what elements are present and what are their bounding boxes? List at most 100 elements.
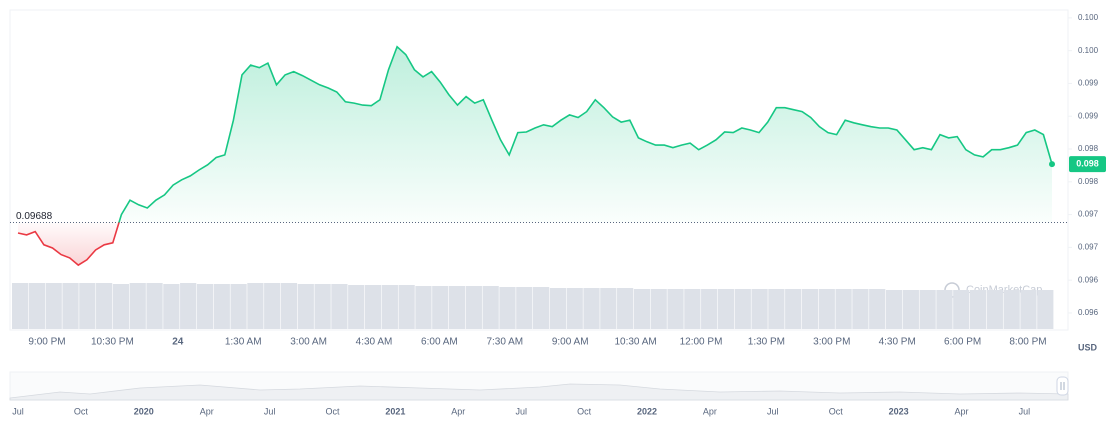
price-badge bbox=[1069, 156, 1106, 173]
navigator-label: Jul bbox=[264, 406, 276, 416]
navigator-label: Apr bbox=[703, 406, 717, 416]
volume-bar bbox=[280, 283, 298, 329]
navigator-label: Oct bbox=[74, 406, 89, 416]
volume-bar bbox=[936, 290, 953, 329]
volume-bar bbox=[885, 290, 903, 329]
volume-bar bbox=[919, 290, 936, 329]
navigator-label: Oct bbox=[829, 406, 844, 416]
volume-bar bbox=[902, 290, 919, 329]
volume-bar bbox=[112, 284, 130, 329]
y-tick-label: 0.100 bbox=[1078, 13, 1099, 22]
volume-bar bbox=[633, 289, 651, 329]
volume-bar bbox=[96, 283, 113, 329]
volume-bar bbox=[314, 284, 331, 329]
volume-bar bbox=[381, 285, 398, 329]
x-tick-label: 8:00 PM bbox=[1009, 337, 1046, 348]
volume-bar bbox=[533, 287, 550, 329]
volume-bar bbox=[364, 285, 382, 329]
y-tick-label: 0.098 bbox=[1078, 144, 1099, 153]
volume-bar bbox=[1020, 290, 1037, 329]
navigator-label: Apr bbox=[200, 406, 214, 416]
last-point bbox=[1049, 161, 1055, 168]
volume-bar bbox=[1003, 290, 1020, 329]
x-tick-label: 1:30 PM bbox=[748, 337, 785, 348]
navigator-label: Apr bbox=[451, 406, 465, 416]
volume-bar bbox=[516, 287, 533, 329]
volume-bar bbox=[499, 287, 516, 329]
navigator-label: Jul bbox=[12, 406, 24, 416]
navigator-label: Oct bbox=[577, 406, 592, 416]
y-tick-label: 0.096 bbox=[1078, 275, 1099, 284]
volume-bar bbox=[835, 289, 852, 329]
navigator-label: 2023 bbox=[889, 406, 909, 416]
volume-bar bbox=[549, 288, 567, 329]
volume-bar bbox=[953, 290, 970, 329]
volume-bar bbox=[684, 289, 701, 329]
navigator-handle[interactable] bbox=[1056, 376, 1069, 396]
volume-bar bbox=[415, 286, 432, 329]
volume-bar bbox=[213, 284, 230, 329]
volume-bar bbox=[348, 285, 365, 329]
volume-bar bbox=[1037, 290, 1054, 329]
y-tick-label: 0.100 bbox=[1078, 46, 1099, 55]
price-line bbox=[17, 45, 1053, 267]
plot-frame bbox=[9, 9, 1069, 331]
x-tick-label: 24 bbox=[172, 337, 184, 348]
volume-bar bbox=[969, 290, 987, 329]
x-tick-label: 4:30 PM bbox=[879, 337, 916, 348]
volume-bar bbox=[230, 284, 247, 329]
y-tick-label: 0.097 bbox=[1078, 242, 1099, 251]
reference-label: 0.09688 bbox=[16, 211, 53, 222]
volume-bar bbox=[129, 283, 146, 329]
x-tick-label: 6:00 AM bbox=[421, 337, 458, 348]
y-tick-label: 0.099 bbox=[1078, 111, 1099, 120]
navigator-label: Jul bbox=[1019, 406, 1031, 416]
volume-bar bbox=[146, 283, 163, 329]
y-tick-label: 0.096 bbox=[1078, 308, 1099, 317]
volume-bar bbox=[852, 289, 869, 329]
navigator-label: 2022 bbox=[637, 406, 657, 416]
volume-bar bbox=[600, 288, 617, 329]
volume-bar bbox=[45, 283, 62, 329]
volume-bar bbox=[768, 289, 785, 329]
x-tick-label: 12:00 PM bbox=[680, 337, 723, 348]
volume-bar bbox=[331, 284, 348, 329]
volume-bar bbox=[785, 289, 802, 329]
volume-bar bbox=[734, 289, 751, 329]
volume-bar bbox=[264, 283, 281, 329]
price-area bbox=[18, 46, 1052, 266]
navigator-label: Apr bbox=[954, 406, 968, 416]
volume-bar bbox=[297, 284, 314, 329]
volume-bar bbox=[448, 286, 466, 329]
volume-bar bbox=[566, 288, 583, 329]
x-tick-label: 9:00 PM bbox=[28, 337, 65, 348]
volume-bar bbox=[667, 289, 684, 329]
navigator-label: Jul bbox=[767, 406, 779, 416]
volume-bar bbox=[465, 286, 482, 329]
x-tick-label: 7:30 AM bbox=[486, 337, 523, 348]
y-tick-label: 0.098 bbox=[1078, 177, 1099, 186]
volume-bar bbox=[180, 283, 197, 329]
volume-bar bbox=[869, 289, 886, 329]
price-badge-label: 0.098 bbox=[1076, 158, 1099, 168]
volume-bar bbox=[196, 284, 214, 329]
x-tick-label: 3:00 AM bbox=[290, 337, 327, 348]
x-tick-label: 6:00 PM bbox=[944, 337, 981, 348]
currency-label: USD bbox=[1078, 342, 1098, 352]
volume-bar bbox=[986, 290, 1003, 329]
navigator-label: Oct bbox=[325, 406, 340, 416]
x-tick-label: 1:30 AM bbox=[225, 337, 262, 348]
x-tick-label: 9:00 AM bbox=[552, 337, 589, 348]
volume-bar bbox=[583, 288, 600, 329]
y-tick-label: 0.097 bbox=[1078, 210, 1099, 219]
x-tick-label: 4:30 AM bbox=[356, 337, 393, 348]
volume-bar bbox=[617, 288, 634, 329]
y-tick-label: 0.099 bbox=[1078, 79, 1099, 88]
volume-bar bbox=[62, 283, 79, 329]
navigator-label: Jul bbox=[515, 406, 527, 416]
volume-bar bbox=[717, 289, 735, 329]
navigator-label: 2020 bbox=[134, 406, 154, 416]
volume-bar bbox=[432, 286, 449, 329]
x-tick-label: 10:30 PM bbox=[91, 337, 134, 348]
